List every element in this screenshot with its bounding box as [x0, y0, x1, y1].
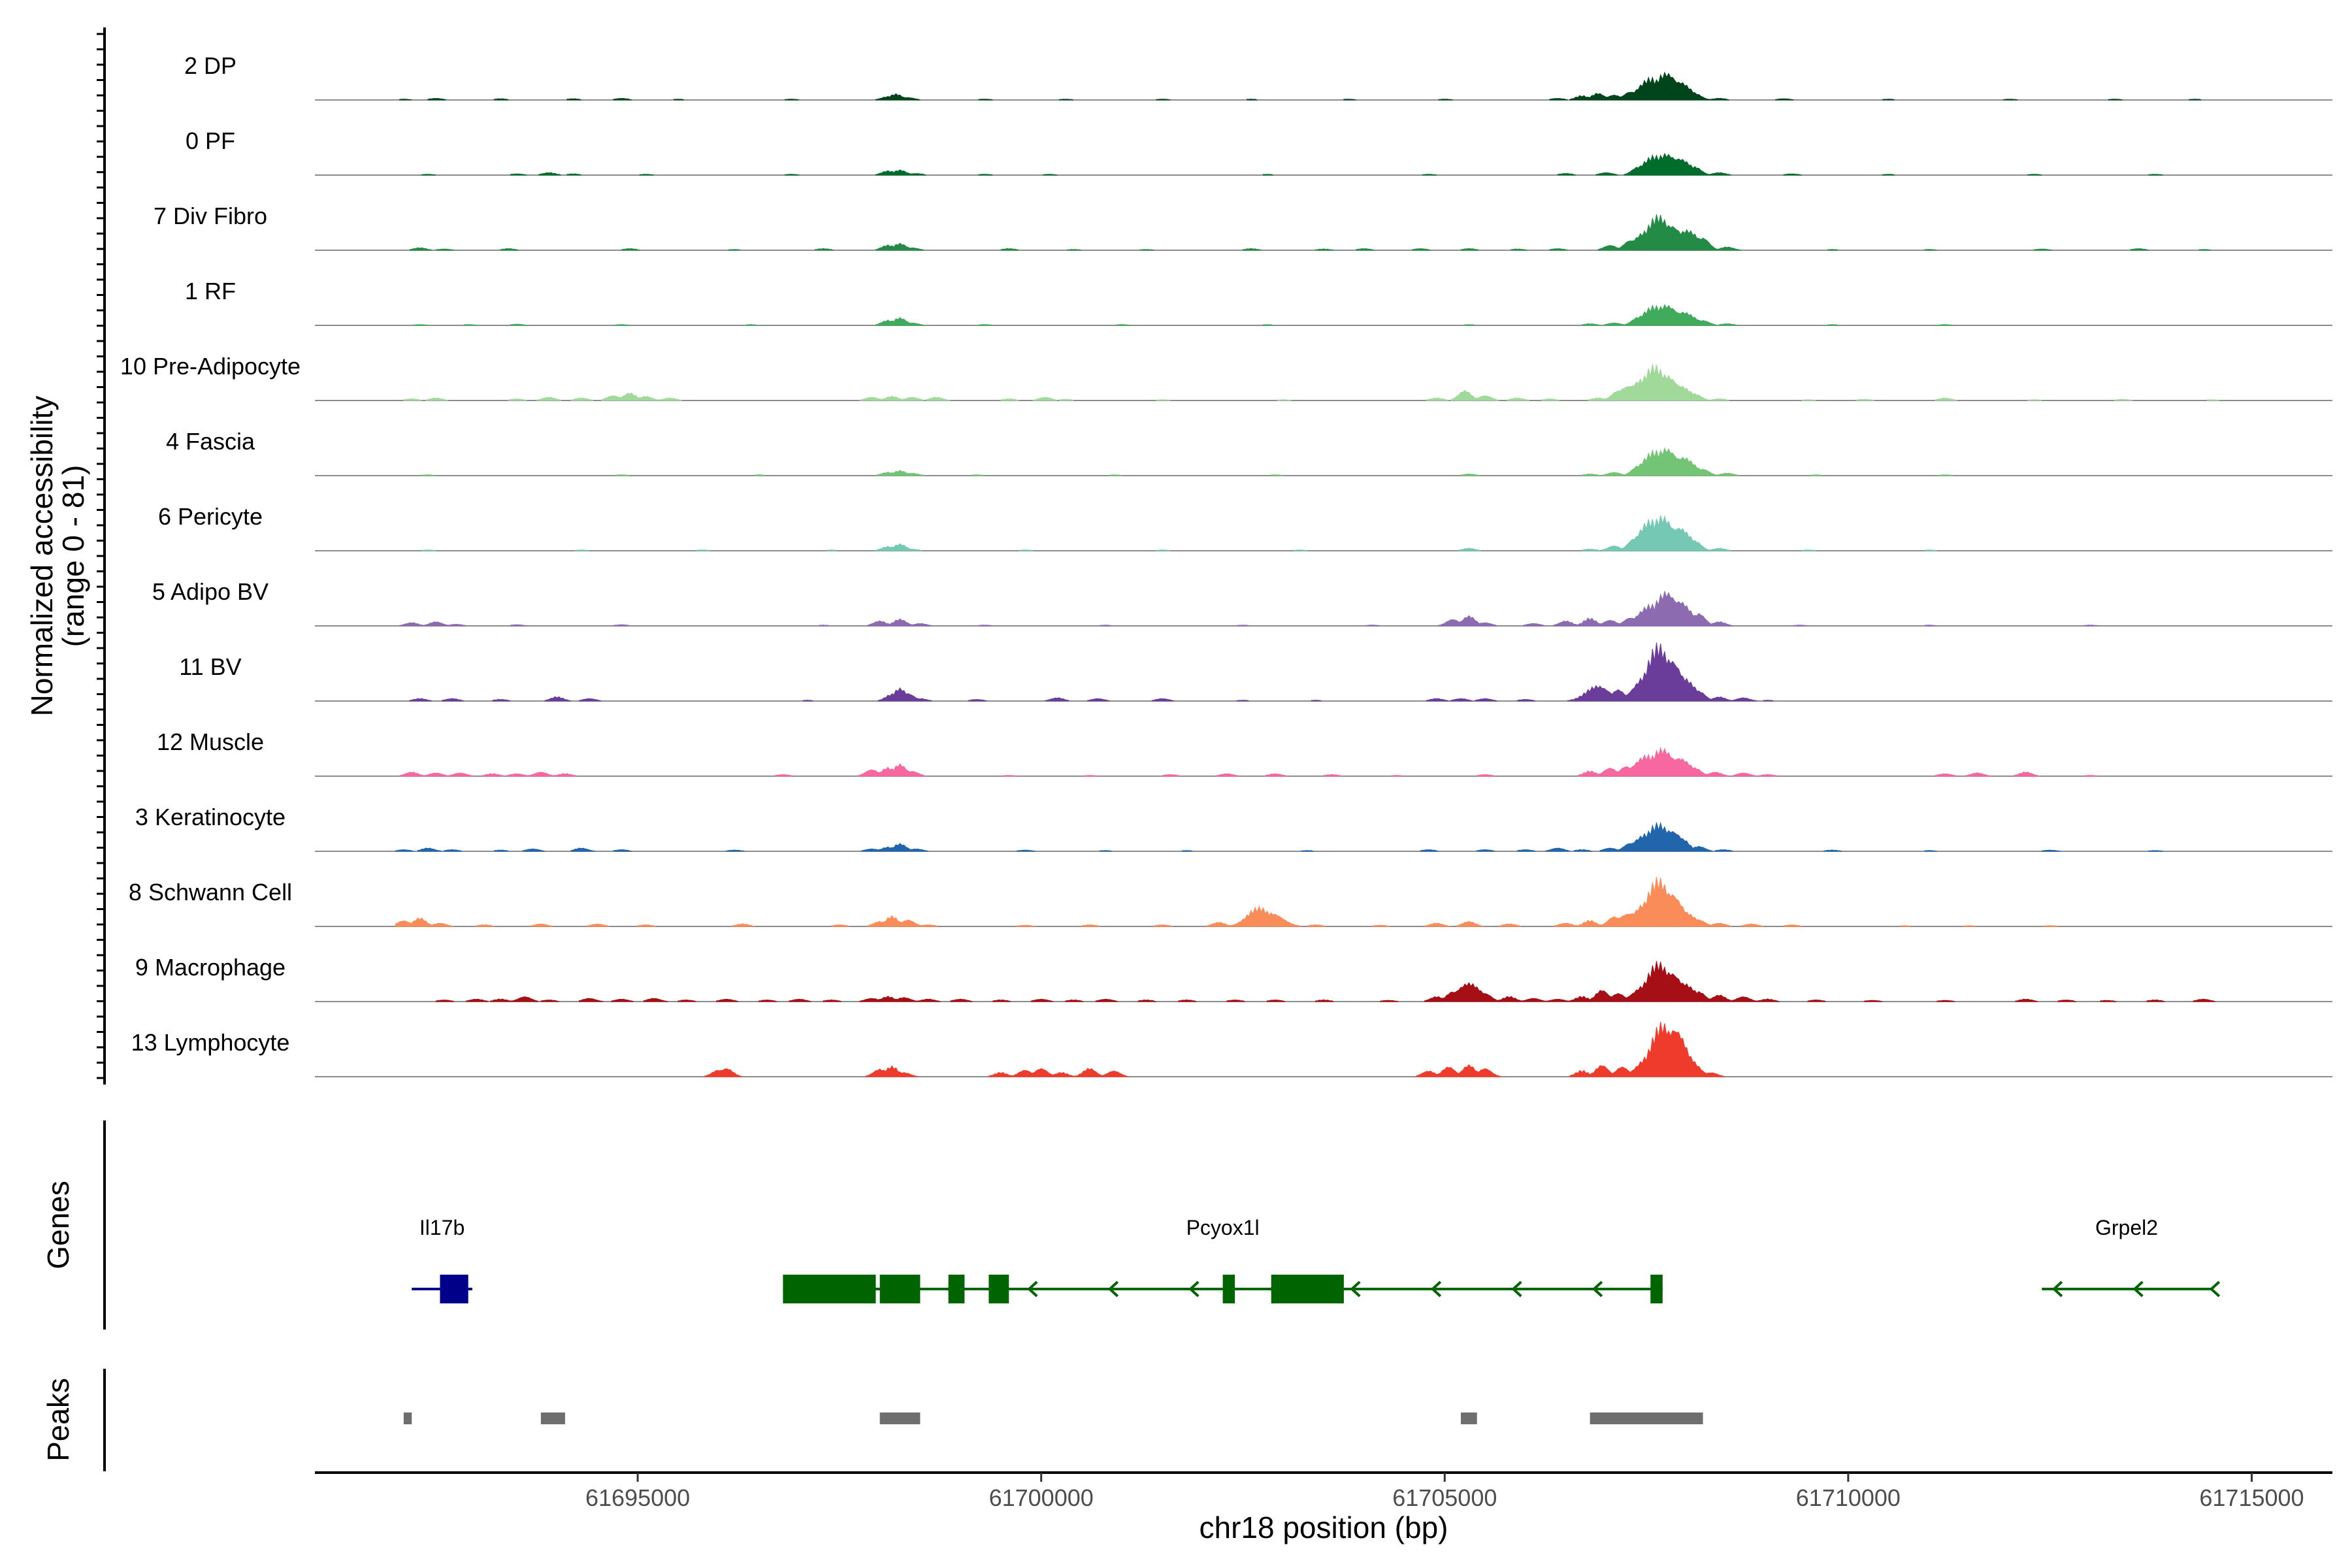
coverage-area: [403, 364, 2220, 401]
coverage-area: [421, 515, 1937, 551]
track-11: 3 Keratinocyte: [135, 804, 2332, 852]
genes-track-label: Genes: [41, 1181, 75, 1269]
track-label: 7 Div Fibro: [154, 203, 267, 229]
genes-track: Il17b Pcyox1l Grpel2: [103, 1120, 2221, 1330]
gene-exon: [1222, 1275, 1235, 1303]
track-4: 1 RF: [185, 278, 2332, 326]
gene-exon: [1650, 1275, 1663, 1303]
coverage-area: [421, 447, 1953, 476]
track-7: 6 Pericyte: [158, 503, 2332, 551]
coverage-area: [421, 152, 2163, 176]
peak-region: [1590, 1413, 1703, 1424]
track-3: 7 Div Fibro: [154, 203, 2332, 251]
gene-exon: [1279, 1275, 1344, 1303]
track-label: 1 RF: [185, 278, 236, 304]
track-label: 5 Adipo BV: [152, 578, 269, 605]
track-10: 12 Muscle: [157, 728, 2332, 777]
coverage-area: [395, 877, 2059, 927]
track-1: 2 DP: [184, 52, 2332, 101]
track-label: 3 Keratinocyte: [135, 804, 286, 830]
coverage-area: [399, 746, 2099, 777]
strand-arrow: [1107, 1281, 1119, 1298]
x-tick-label: 61710000: [1796, 1484, 1901, 1511]
track-label: 13 Lymphocyte: [131, 1029, 290, 1056]
track-label: 4 Fascia: [166, 428, 255, 455]
track-9: 11 BV: [179, 642, 2332, 702]
track-label: 6 Pericyte: [158, 503, 263, 530]
left-axis: [97, 27, 106, 1085]
peaks-track-label: Peaks: [41, 1378, 75, 1462]
strand-arrow: [1592, 1281, 1603, 1298]
strand-arrow: [1027, 1281, 1038, 1298]
coverage-area: [409, 214, 2212, 251]
gene-exon: [988, 1275, 1009, 1303]
track-14: 13 Lymphocyte: [131, 1021, 2332, 1077]
gene-pcyox1l: Pcyox1l: [783, 1216, 1663, 1303]
coverage-area: [395, 821, 2163, 852]
track-label: 2 DP: [184, 52, 237, 79]
track-label: 0 PF: [186, 127, 235, 154]
track-5: 10 Pre-Adipocyte: [120, 353, 2332, 401]
track-label: 11 BV: [179, 653, 241, 680]
coverage-area: [399, 590, 2099, 627]
strand-arrow: [1511, 1281, 1522, 1298]
peak-region: [1460, 1413, 1477, 1424]
x-tick-label: 61695000: [585, 1484, 690, 1511]
x-tick-label: 61705000: [1392, 1484, 1497, 1511]
gene-exon: [783, 1275, 876, 1303]
coverage-area: [413, 304, 1953, 326]
track-8: 5 Adipo BV: [152, 578, 2332, 627]
track-label: 12 Muscle: [157, 728, 264, 755]
peak-region: [540, 1413, 565, 1424]
gene-il17b: Il17b: [412, 1216, 472, 1303]
strand-arrow: [2209, 1281, 2221, 1298]
strand-arrow: [2051, 1281, 2063, 1298]
gene-exon: [440, 1275, 468, 1303]
coverage-area: [409, 642, 1774, 702]
track-2: 0 PF: [186, 127, 2332, 176]
x-tick-label: 61700000: [989, 1484, 1094, 1511]
coverage-area: [399, 71, 2202, 101]
y-axis-label: Normalized accessibility: [25, 396, 59, 717]
coverage-area: [704, 1021, 1725, 1077]
x-tick-label: 61715000: [2199, 1484, 2304, 1511]
gene-name: Pcyox1l: [1186, 1216, 1260, 1239]
peak-region: [403, 1413, 412, 1424]
track-6: 4 Fascia: [166, 428, 2332, 476]
track-label: 9 Macrophage: [135, 954, 286, 981]
y-axis-label-range: (range 0 - 81): [56, 465, 90, 647]
x-axis-label: chr18 position (bp): [1200, 1511, 1448, 1544]
track-label: 8 Schwann Cell: [129, 879, 292, 906]
gene-name: Grpel2: [2095, 1216, 2158, 1239]
track-13: 9 Macrophage: [135, 954, 2332, 1002]
gene-grpel2: Grpel2: [2042, 1216, 2221, 1298]
coverage-area: [435, 960, 2216, 1002]
track-label: 10 Pre-Adipocyte: [120, 353, 301, 380]
strand-arrow: [946, 1281, 957, 1298]
x-axis: 61695000 61700000 61705000 61710000 61715000: [315, 1471, 2332, 1511]
peaks-track: [103, 1369, 1703, 1471]
gene-name: Il17b: [419, 1216, 465, 1239]
strand-arrow: [1188, 1281, 1200, 1298]
coverage-tracks: 2 DP 0 PF 7 Div Fibro 1 RF 10 Pre-Adipocyte 4…: [120, 52, 2332, 1077]
track-12: 8 Schwann Cell: [129, 877, 2332, 927]
strand-arrow: [1430, 1281, 1442, 1298]
gene-exon: [879, 1275, 921, 1303]
strand-arrow: [1350, 1281, 1361, 1298]
strand-arrow: [1269, 1281, 1281, 1298]
strand-arrow: [2132, 1281, 2144, 1298]
gene-exon: [948, 1275, 965, 1303]
peak-region: [879, 1413, 921, 1424]
